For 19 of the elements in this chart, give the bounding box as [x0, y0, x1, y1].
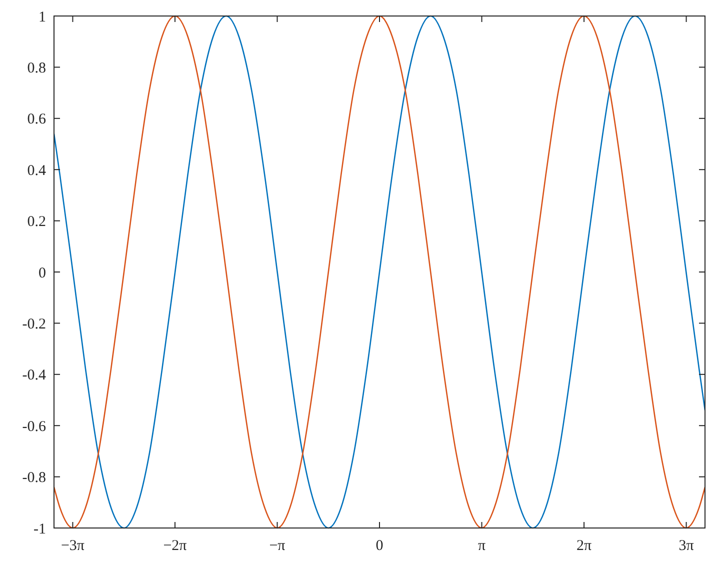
- x-tick-label: 3π: [678, 538, 694, 554]
- y-tick-label: 0.8: [27, 60, 46, 76]
- y-tick-label: 0.2: [27, 214, 46, 230]
- x-tick-label: 0: [376, 538, 384, 554]
- x-tick-label: π: [478, 538, 486, 554]
- line-series: [54, 15, 705, 529]
- x-tick-label: −3π: [60, 538, 85, 554]
- y-tick-label: -0.4: [22, 368, 46, 384]
- y-tick-label: -1: [34, 521, 46, 538]
- x-tick-label: −2π: [163, 538, 188, 554]
- y-tick-label: -0.2: [22, 316, 46, 332]
- y-tick-label: 0.6: [27, 112, 46, 128]
- y-tick-label: 0.4: [27, 162, 46, 179]
- y-tick-label: 1: [38, 9, 46, 26]
- x-tick-label: −π: [269, 538, 286, 554]
- x-tick-label: 2π: [576, 538, 592, 554]
- y-tick-label: -0.8: [22, 470, 46, 486]
- y-tick-label: 0: [38, 265, 46, 282]
- y-tick-label: -0.6: [22, 418, 46, 435]
